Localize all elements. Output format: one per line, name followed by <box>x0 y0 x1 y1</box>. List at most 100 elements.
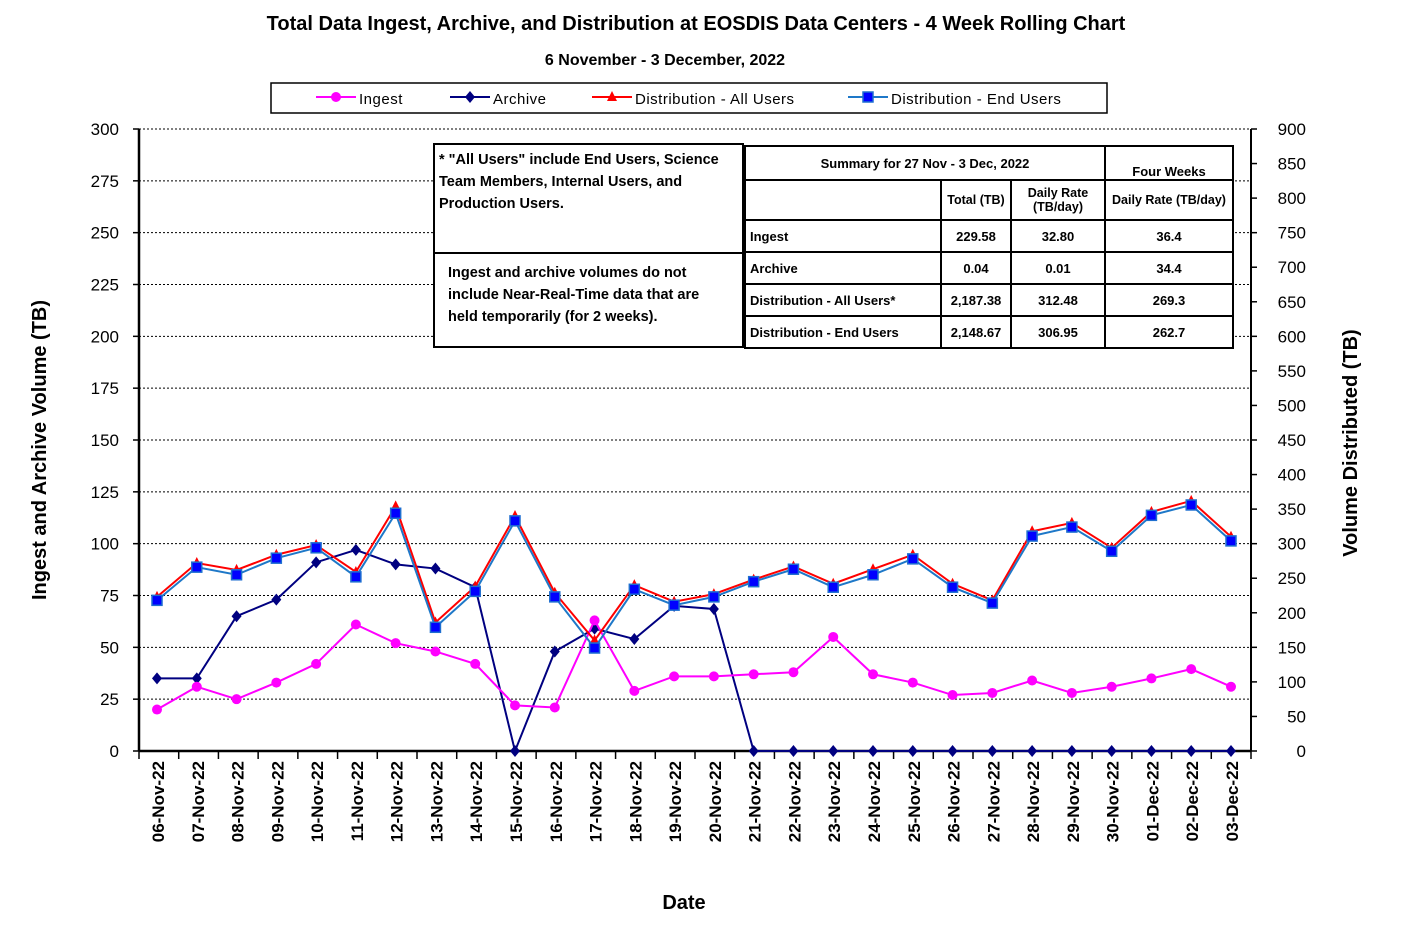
data-point <box>588 642 601 654</box>
col-total: Total (TB) <box>940 179 1012 221</box>
data-point <box>788 667 799 678</box>
data-point <box>191 672 202 685</box>
data-point <box>629 633 640 646</box>
data-point <box>947 690 958 701</box>
y-tick-label: 175 <box>91 379 119 398</box>
data-point <box>668 599 680 611</box>
x-tick-label: 12-Nov-22 <box>388 761 407 842</box>
y-tick-label: 150 <box>91 431 119 450</box>
y2-tick-label: 500 <box>1278 396 1306 415</box>
summary-row: Distribution - End Users 2,148.67 306.95 26… <box>744 315 1234 349</box>
x-tick-label: 19-Nov-22 <box>666 761 685 842</box>
y-tick-label: 250 <box>91 224 119 243</box>
data-point <box>509 515 521 527</box>
y2-tick-label: 400 <box>1278 466 1306 485</box>
x-tick-label: 26-Nov-22 <box>945 761 964 842</box>
series-line-archive <box>157 548 1231 755</box>
summary-cell-label: Archive <box>744 251 942 285</box>
x-tick-label: 27-Nov-22 <box>984 761 1003 842</box>
data-point <box>1066 521 1078 533</box>
data-point <box>1066 745 1077 757</box>
data-point <box>1066 687 1077 698</box>
series-line-distribution-end-users <box>156 503 1232 650</box>
data-point <box>1146 745 1157 757</box>
summary-header: Summary for 27 Nov - 3 Dec, 2022 <box>744 145 1106 181</box>
data-point <box>1226 681 1236 692</box>
data-point <box>510 745 520 757</box>
data-point <box>230 569 243 581</box>
chart-title: Total Data Ingest, Archive, and Distribu… <box>266 13 1126 35</box>
data-point <box>429 621 442 634</box>
y2-tick-label: 300 <box>1278 535 1306 554</box>
data-point <box>828 745 839 757</box>
y-tick-label: 0 <box>110 742 119 761</box>
x-tick-label: 25-Nov-22 <box>905 761 924 842</box>
data-point <box>271 677 282 688</box>
summary-cell-fw: 36.4 <box>1104 219 1234 253</box>
data-point <box>1186 745 1197 757</box>
x-tick-label: 03-Dec-22 <box>1223 761 1242 841</box>
y-tick-label: 25 <box>100 690 119 709</box>
data-point <box>868 745 878 757</box>
x-tick-label: 28-Nov-22 <box>1024 761 1043 842</box>
summary-cell-total: 229.58 <box>940 219 1012 253</box>
summary-cell-total: 2,187.38 <box>940 283 1012 317</box>
note-all-users: * "All Users" include End Users, Science… <box>433 143 744 254</box>
data-point <box>986 597 999 609</box>
data-point <box>430 562 441 575</box>
data-point <box>828 631 839 642</box>
data-point <box>390 638 401 649</box>
y2-tick-label: 200 <box>1278 604 1306 623</box>
x-tick-label: 10-Nov-22 <box>308 761 327 842</box>
data-point <box>231 694 242 705</box>
y-tick-label: 200 <box>91 327 119 346</box>
y-tick-label: 75 <box>100 587 119 606</box>
y2-tick-label: 450 <box>1278 431 1306 450</box>
y-tick-label: 275 <box>91 172 119 191</box>
legend-label: Archive <box>493 91 547 108</box>
summary-cell-daily: 32.80 <box>1010 219 1106 253</box>
legend-label: Distribution - All Users <box>635 91 795 108</box>
y2-tick-label: 350 <box>1278 500 1306 519</box>
data-point <box>191 681 202 692</box>
y-tick-label: 125 <box>91 483 119 502</box>
data-point <box>470 658 481 669</box>
summary-cell-label: Distribution - All Users* <box>744 283 942 317</box>
y2-axis-label: Volume Distributed (TB) <box>1340 329 1362 556</box>
y-tick-label: 100 <box>91 535 119 554</box>
data-point <box>430 646 441 657</box>
data-point <box>469 585 481 598</box>
summary-cell-label: Distribution - End Users <box>744 315 942 349</box>
data-point <box>549 702 560 713</box>
chart-subtitle: 6 November - 3 December, 2022 <box>544 52 786 69</box>
summary-cell-daily: 312.48 <box>1010 283 1106 317</box>
data-point <box>310 542 322 554</box>
data-point <box>549 591 561 603</box>
x-tick-label: 15-Nov-22 <box>507 761 526 842</box>
data-point <box>787 563 800 575</box>
x-tick-label: 14-Nov-22 <box>467 761 486 842</box>
summary-row: Archive 0.04 0.01 34.4 <box>744 251 1234 285</box>
data-point <box>390 558 401 571</box>
y2-tick-label: 250 <box>1278 569 1306 588</box>
y-tick-label: 225 <box>91 276 119 295</box>
data-point <box>747 575 760 588</box>
summary-cell-fw: 262.7 <box>1104 315 1234 349</box>
data-point <box>1186 664 1197 675</box>
data-point <box>987 745 998 757</box>
data-point <box>1106 745 1117 757</box>
data-point <box>311 658 322 669</box>
data-point <box>589 615 600 626</box>
y2-tick-label: 650 <box>1278 293 1306 312</box>
data-point <box>708 602 719 615</box>
y-tick-label: 50 <box>100 638 119 657</box>
col-fw-daily: Daily Rate (TB/day) <box>1104 179 1234 221</box>
legend-marker-diamond-icon <box>465 91 475 103</box>
series-line-ingest <box>156 618 1232 711</box>
x-tick-label: 06-Nov-22 <box>149 761 168 842</box>
data-point <box>350 571 362 583</box>
x-tick-label: 01-Dec-22 <box>1143 761 1162 841</box>
data-point <box>270 552 283 564</box>
data-point <box>907 553 919 565</box>
